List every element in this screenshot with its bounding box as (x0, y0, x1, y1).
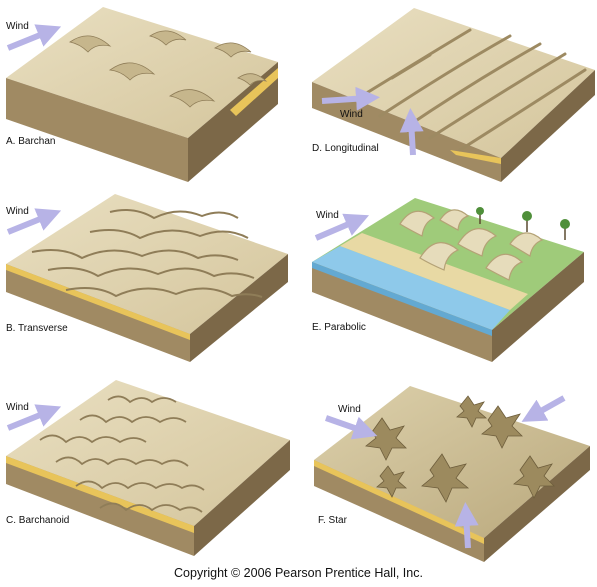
panel-barchanoid: Wind C. Barchanoid (6, 380, 290, 556)
sand-layer (6, 456, 194, 533)
star-dunes (365, 395, 555, 503)
block-side (190, 254, 288, 362)
panel-longitudinal: Wind D. Longitudinal (312, 8, 595, 182)
block-front (312, 262, 492, 362)
panel-label: E. Parabolic (312, 322, 366, 333)
water-front (312, 262, 492, 336)
wind-arrow (6, 24, 62, 51)
block-top (6, 380, 290, 526)
tree-icon (476, 207, 570, 240)
wind-arrow (6, 404, 62, 431)
block-top (6, 194, 288, 334)
transverse-ridges (31, 209, 263, 298)
panel-parabolic: Wind E. Parabolic (312, 198, 584, 362)
wind-label: Wind (6, 21, 29, 32)
panel-barchan: Wind A. Barchan (6, 7, 278, 182)
panel-label: C. Barchanoid (6, 515, 69, 526)
block-side (484, 446, 590, 562)
sand-layer (6, 264, 190, 340)
wind-arrow (399, 108, 424, 156)
panel-label: F. Star (318, 515, 348, 526)
block-front (6, 456, 194, 556)
wind-arrow (6, 208, 62, 235)
block-side (492, 252, 584, 362)
copyright-footer: Copyright © 2006 Pearson Prentice Hall, … (174, 566, 423, 580)
beach (340, 233, 528, 310)
block-top (312, 8, 595, 158)
water (312, 246, 510, 330)
block-front (6, 78, 188, 182)
sand-layer (314, 460, 484, 544)
wind-label: Wind (6, 206, 29, 217)
panel-star: Wind F. Star (314, 386, 590, 562)
wind-arrow (321, 86, 380, 111)
sand-layer (230, 68, 278, 116)
wind-label: Wind (6, 402, 29, 413)
wind-label: Wind (340, 109, 363, 120)
parabolic-dunes (399, 209, 544, 281)
block-side (501, 70, 595, 182)
wind-arrow (314, 213, 370, 241)
block-front (6, 264, 190, 362)
barchanoid-ridges (39, 395, 205, 513)
panel-label: B. Transverse (6, 323, 68, 334)
wind-label: Wind (316, 210, 339, 221)
block-side (194, 440, 290, 556)
panel-label: D. Longitudinal (312, 143, 379, 154)
wind-label: Wind (338, 404, 361, 415)
wind-arrow (325, 415, 378, 440)
panel-label: A. Barchan (6, 136, 55, 147)
wind-arrow (521, 395, 566, 422)
wind-arrow (454, 502, 479, 549)
panel-transverse: Wind B. Transverse (6, 194, 288, 362)
sand-layer (450, 150, 501, 164)
barchan-dunes (69, 30, 268, 108)
